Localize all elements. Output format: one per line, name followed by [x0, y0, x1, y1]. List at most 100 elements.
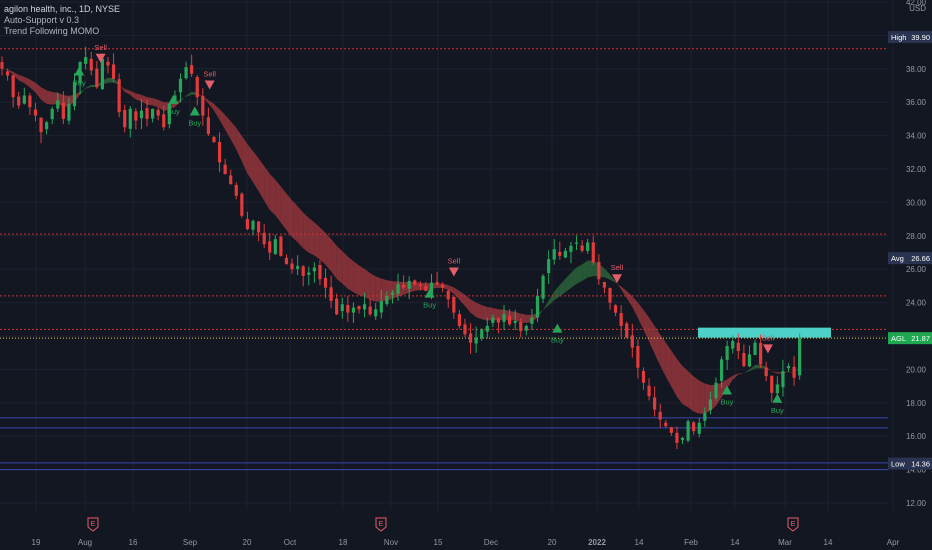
candle-body	[725, 346, 729, 360]
candle-body	[296, 265, 300, 269]
buy-signal-label: Buy	[551, 336, 564, 345]
candle-body	[491, 317, 495, 323]
price-tick-label: 16.00	[906, 432, 927, 441]
price-tick-label: 38.00	[906, 65, 927, 74]
candle-body	[625, 323, 629, 338]
band-segment-bull	[107, 77, 114, 83]
band-segment-bear	[464, 294, 471, 313]
candle-body	[318, 264, 322, 280]
buy-signal-icon	[424, 288, 435, 298]
chart-legend[interactable]: agilon health, inc., 1D, NYSE Auto-Suppo…	[4, 4, 120, 37]
time-axis[interactable]: 19 Aug 16 Sep 20 Oct 18 Nov 15 Dec 20 2022 14 Feb 14 Ma…	[32, 538, 900, 547]
band-segment-bear	[676, 359, 683, 405]
earnings-icon	[87, 517, 99, 532]
candle-body	[111, 64, 116, 79]
band-segment-bear	[459, 291, 465, 306]
candle-body	[45, 122, 49, 130]
candle-body	[84, 57, 88, 64]
candle-body	[792, 366, 796, 378]
candle-body	[597, 261, 601, 280]
band-segment-bear	[353, 261, 359, 296]
candle-body	[67, 103, 71, 121]
band-segment-bear	[370, 273, 376, 302]
band-segment-bull	[537, 309, 544, 318]
buy-signal-icon	[772, 393, 783, 403]
candle-body	[781, 371, 785, 388]
candle-body	[407, 280, 411, 289]
candle-body	[33, 109, 38, 116]
price-tag-label: AGL	[891, 334, 906, 343]
band-segment-bear	[448, 285, 454, 295]
candle-body	[145, 108, 149, 119]
candle-body	[0, 62, 4, 69]
candle-body	[368, 306, 372, 315]
buy-signal-label: Buy	[73, 78, 86, 87]
candle-body	[396, 284, 400, 294]
band-segment-bear	[632, 296, 638, 318]
price-tags: High 39.90 Avg 26.66 AGL 21.87 Low 14.36	[888, 31, 932, 470]
candle-body	[39, 117, 43, 133]
time-tick-label: 19	[32, 538, 41, 547]
sell-signal-label: Sell	[611, 263, 624, 272]
band-segment-bull	[582, 260, 588, 281]
candle-body	[290, 263, 294, 270]
candle-body	[441, 284, 445, 288]
band-segment-bear	[124, 88, 131, 95]
candle-body	[686, 421, 690, 441]
candle-body	[212, 137, 216, 143]
band-segment-bear	[292, 200, 298, 243]
band-segment-bear	[699, 380, 705, 414]
band-segment-bear	[253, 151, 259, 192]
earnings-label: E	[790, 519, 795, 528]
band-segment-bear	[208, 100, 214, 111]
band-segment-bear	[621, 286, 627, 299]
time-tick-label: 20	[243, 538, 252, 547]
candle-body	[524, 325, 528, 331]
candle-body	[284, 257, 289, 265]
band-segment-bear	[665, 342, 672, 387]
candle-body	[541, 275, 545, 299]
candle-body	[798, 338, 802, 376]
band-segment-bear	[358, 265, 365, 297]
indicator-auto-support[interactable]: Auto-Support v 0.3	[4, 15, 80, 25]
candle-body	[586, 242, 590, 251]
candle-body	[106, 61, 110, 66]
indicator-trend-following[interactable]: Trend Following MOMO	[4, 26, 100, 36]
band-segment-bear	[258, 158, 265, 201]
band-segment-bear	[2, 68, 8, 71]
band-segment-bull	[565, 272, 571, 293]
earnings-label: E	[90, 519, 95, 528]
candle-body	[385, 295, 389, 305]
candle-body	[485, 325, 489, 332]
candle-body	[747, 354, 752, 367]
candle-body	[669, 427, 673, 433]
price-tag-value: 26.66	[911, 254, 930, 263]
sell-signal-label: Sell	[94, 43, 107, 52]
band-segment-bear	[141, 94, 148, 105]
candle-body	[736, 342, 740, 352]
candle-body	[357, 306, 361, 310]
time-tick-label: 2022	[588, 538, 606, 547]
candle-body	[574, 242, 579, 244]
candle-body	[641, 370, 646, 383]
band-segment-bear	[286, 193, 293, 238]
symbol-title[interactable]: agilon health, inc., 1D, NYSE	[4, 4, 121, 14]
band-segment-bear	[18, 74, 25, 84]
band-segment-bear	[24, 76, 30, 88]
candle-body	[223, 164, 227, 175]
candle-body	[245, 219, 250, 230]
band-segment-bull	[604, 268, 611, 280]
candle-body	[653, 397, 657, 410]
band-segment-bull	[749, 364, 756, 372]
band-segment-bear	[682, 366, 689, 408]
candle-body	[608, 287, 612, 303]
band-segment-bear	[275, 179, 281, 223]
candle-body	[22, 95, 26, 104]
band-segment-bear	[520, 313, 527, 323]
band-segment-bear	[308, 217, 315, 256]
candle-body	[190, 65, 194, 74]
signals: Buy Sell Buy Buy Sell Sell Buy Buy Sell Buy Sell Bu…	[73, 43, 784, 415]
band-segment-bear	[230, 121, 237, 150]
time-tick-label: 18	[339, 538, 348, 547]
